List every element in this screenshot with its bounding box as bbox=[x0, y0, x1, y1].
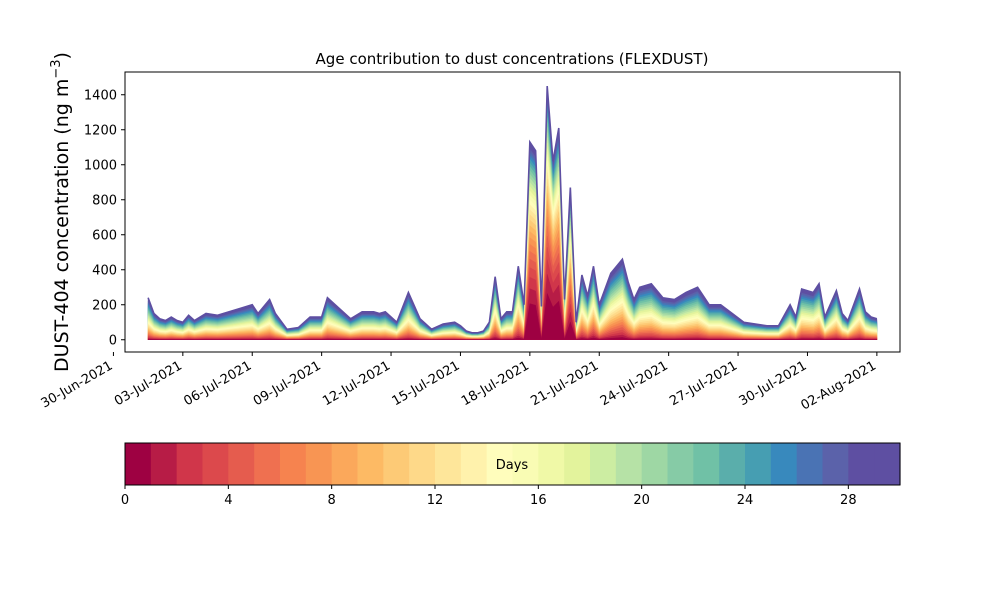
colorbar-cells bbox=[125, 443, 901, 485]
x-axis: 30-Jun-202103-Jul-202106-Jul-202109-Jul-… bbox=[39, 352, 879, 414]
colorbar-cell-2 bbox=[176, 443, 204, 485]
colorbar-cell-21 bbox=[667, 443, 694, 485]
age-band-area-0 bbox=[147, 292, 878, 340]
y-axis-label: DUST-404 concentration (ng m−3) bbox=[49, 52, 73, 372]
colorbar-tick-label: 24 bbox=[737, 493, 754, 508]
age-band-area-2 bbox=[147, 259, 878, 340]
colorbar-cell-4 bbox=[228, 443, 255, 485]
x-tick-label: 18-Jul-2021 bbox=[459, 358, 532, 409]
colorbar-cell-17 bbox=[564, 443, 591, 485]
colorbar-tick-label: 20 bbox=[633, 493, 650, 508]
colorbar-cell-13 bbox=[460, 443, 488, 485]
y-tick-label: 1400 bbox=[84, 88, 117, 103]
y-axis: 0 200 400 600 800 1000 1200 1400 bbox=[84, 88, 125, 348]
colorbar-cell-9 bbox=[357, 443, 384, 485]
colorbar-cell-5 bbox=[254, 443, 281, 485]
colorbar-cell-23 bbox=[719, 443, 746, 485]
colorbar-tick-label: 16 bbox=[530, 493, 547, 508]
age-band-area-8 bbox=[147, 200, 878, 340]
colorbar-tick-label: 12 bbox=[427, 493, 444, 508]
colorbar-cell-27 bbox=[822, 443, 849, 485]
y-tick-label: 0 bbox=[109, 333, 117, 348]
colorbar-cell-7 bbox=[305, 443, 333, 485]
colorbar-cell-26 bbox=[796, 443, 824, 485]
total-concentration-line bbox=[147, 85, 878, 334]
x-tick-label: 24-Jul-2021 bbox=[598, 358, 671, 409]
outline-layer bbox=[147, 85, 878, 334]
colorbar-cell-11 bbox=[409, 443, 436, 485]
colorbar-cell-3 bbox=[202, 443, 229, 485]
colorbar-cell-15 bbox=[512, 443, 539, 485]
colorbar-cell-20 bbox=[641, 443, 669, 485]
age-band-area-27 bbox=[147, 94, 878, 340]
x-tick-label: 06-Jul-2021 bbox=[181, 358, 254, 409]
age-band-area-7 bbox=[147, 208, 878, 340]
colorbar-cell-14 bbox=[486, 443, 514, 485]
x-tick-label: 09-Jul-2021 bbox=[251, 358, 324, 409]
colorbar-cell-10 bbox=[383, 443, 410, 485]
colorbar-cell-12 bbox=[435, 443, 462, 485]
x-tick-label: 21-Jul-2021 bbox=[528, 358, 601, 409]
colorbar-cell-1 bbox=[150, 443, 178, 485]
colorbar-cell-6 bbox=[280, 443, 307, 485]
y-tick-label: 1200 bbox=[84, 123, 117, 138]
age-band-area-6 bbox=[147, 217, 878, 340]
y-tick-label: 200 bbox=[92, 298, 117, 313]
x-tick-label: 12-Jul-2021 bbox=[320, 358, 393, 409]
x-tick-label: 15-Jul-2021 bbox=[390, 358, 463, 409]
y-axis-label-exponent: −3 bbox=[49, 59, 64, 78]
colorbar-cell-16 bbox=[538, 443, 565, 485]
colorbar-tick-label: 8 bbox=[328, 493, 336, 508]
age-band-area-29 bbox=[147, 85, 878, 340]
colorbar-cell-22 bbox=[693, 443, 720, 485]
y-tick-label: 400 bbox=[92, 263, 117, 278]
colorbar-cell-28 bbox=[848, 443, 875, 485]
age-band-area-25 bbox=[147, 103, 878, 340]
colorbar-cell-25 bbox=[770, 443, 798, 485]
chart-title: Age contribution to dust concentrations … bbox=[316, 50, 709, 68]
colorbar-ticks: 0 4 8 12 16 20 24 28 bbox=[121, 485, 857, 508]
y-tick-label: 600 bbox=[92, 228, 117, 243]
colorbar: Days 0 4 8 12 16 20 24 28 bbox=[121, 442, 901, 508]
colorbar-cell-29 bbox=[874, 443, 901, 485]
colorbar-tick-label: 4 bbox=[224, 493, 232, 508]
age-band-area-3 bbox=[147, 247, 878, 340]
x-tick-label: 02-Aug-2021 bbox=[799, 358, 879, 413]
colorbar-tick-label: 0 bbox=[121, 493, 129, 508]
age-band-area-4 bbox=[147, 236, 878, 340]
age-band-area-24 bbox=[147, 108, 878, 340]
y-tick-label: 1000 bbox=[84, 158, 117, 173]
colorbar-cell-24 bbox=[745, 443, 772, 485]
series-layer bbox=[147, 85, 878, 340]
age-band-area-1 bbox=[147, 274, 878, 340]
colorbar-tick-label: 28 bbox=[840, 493, 857, 508]
colorbar-cell-0 bbox=[125, 443, 152, 485]
age-band-area-5 bbox=[147, 226, 878, 340]
colorbar-frame bbox=[124, 442, 901, 486]
plot-frame bbox=[124, 71, 901, 353]
colorbar-cell-18 bbox=[590, 443, 617, 485]
y-tick-label: 800 bbox=[92, 193, 117, 208]
colorbar-cell-8 bbox=[331, 443, 359, 485]
y-axis-label-close: ) bbox=[51, 52, 73, 59]
colorbar-cell-19 bbox=[615, 443, 643, 485]
age-band-area-26 bbox=[147, 99, 878, 340]
x-tick-label: 03-Jul-2021 bbox=[112, 358, 185, 409]
colorbar-label: Days bbox=[496, 458, 529, 473]
x-tick-label: 27-Jul-2021 bbox=[667, 358, 740, 409]
age-band-area-28 bbox=[147, 90, 878, 340]
y-axis-label-main: DUST-404 concentration (ng m bbox=[51, 79, 73, 372]
